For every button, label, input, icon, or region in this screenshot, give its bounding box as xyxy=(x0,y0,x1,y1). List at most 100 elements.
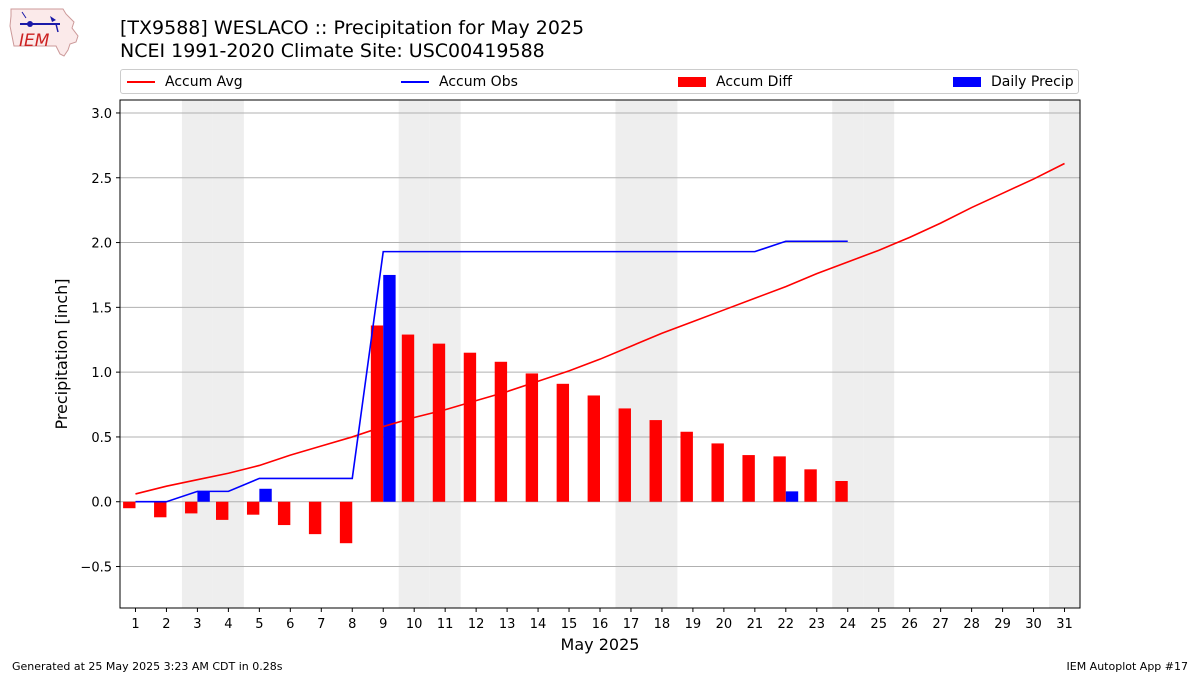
x-tick-label-23: 23 xyxy=(809,617,826,632)
legend-swatch-accum-avg xyxy=(127,81,155,83)
x-tick-label-26: 26 xyxy=(901,617,918,632)
legend-item-accum-obs: Accum Obs xyxy=(401,73,518,91)
accum-diff-bar-day-16 xyxy=(587,395,600,502)
legend-label-accum-avg: Accum Avg xyxy=(165,74,243,90)
accum-diff-bar-day-21 xyxy=(742,455,755,502)
accum-diff-bar-day-15 xyxy=(556,383,570,502)
x-tick-label-10: 10 xyxy=(406,617,423,632)
x-tick-label-25: 25 xyxy=(870,617,887,632)
accum-diff-bar-day-3 xyxy=(185,501,198,514)
weekend-shade-day-3 xyxy=(181,100,213,608)
accum-diff-bar-day-4 xyxy=(216,501,229,520)
accum-diff-bar-day-20 xyxy=(711,443,724,502)
weekend-shade-day-18 xyxy=(646,100,678,608)
x-tick-label-1: 1 xyxy=(131,617,139,632)
accum-diff-bar-day-22 xyxy=(773,456,786,502)
x-tick-label-18: 18 xyxy=(654,617,671,632)
daily-precip-bar-day-3 xyxy=(197,491,210,502)
x-tick-label-30: 30 xyxy=(1025,617,1042,632)
chart-legend: Accum Avg Accum Obs Accum Diff Daily Pre… xyxy=(120,69,1079,94)
legend-item-daily-precip: Daily Precip xyxy=(953,73,1074,91)
weekend-shade-day-4 xyxy=(212,100,244,608)
x-tick-label-3: 3 xyxy=(193,617,201,632)
accum-diff-bar-day-10 xyxy=(401,334,415,502)
y-tick-label-6: 2.5 xyxy=(91,172,112,187)
daily-precip-bar-day-5 xyxy=(259,488,272,502)
x-tick-label-2: 2 xyxy=(162,617,170,632)
y-tick-label-3: 1.0 xyxy=(91,366,112,381)
chart-subtitle: NCEI 1991-2020 Climate Site: USC00419588 xyxy=(120,40,545,62)
accum-diff-bar-day-7 xyxy=(308,501,322,535)
accum-diff-bar-day-18 xyxy=(649,420,662,502)
x-axis-label: May 2025 xyxy=(561,635,640,654)
x-tick-label-8: 8 xyxy=(348,617,356,632)
y-tick-label-1: 0.0 xyxy=(91,496,112,511)
accum-diff-bar-day-1 xyxy=(123,501,136,509)
y-tick-label-7: 3.0 xyxy=(91,107,112,122)
legend-swatch-accum-diff xyxy=(678,77,706,87)
footer-app: IEM Autoplot App #17 xyxy=(1066,660,1189,673)
x-tick-label-6: 6 xyxy=(286,617,294,632)
accum-diff-bar-day-19 xyxy=(680,431,693,502)
weekend-shade-day-17 xyxy=(615,100,647,608)
x-tick-label-15: 15 xyxy=(561,617,578,632)
daily-precip-bar-day-9 xyxy=(383,274,396,502)
x-tick-label-5: 5 xyxy=(255,617,263,632)
legend-item-accum-avg: Accum Avg xyxy=(127,73,243,91)
x-tick-label-16: 16 xyxy=(592,617,609,632)
y-tick-label-2: 0.5 xyxy=(91,431,112,446)
x-tick-label-9: 9 xyxy=(379,617,387,632)
x-tick-label-17: 17 xyxy=(623,617,640,632)
x-tick-label-29: 29 xyxy=(994,617,1011,632)
y-tick-label-5: 2.0 xyxy=(91,237,112,252)
x-tick-label-28: 28 xyxy=(963,617,980,632)
accum-diff-bar-day-6 xyxy=(277,501,291,526)
line-series xyxy=(135,162,1065,503)
x-tick-label-11: 11 xyxy=(437,617,454,632)
x-tick-label-27: 27 xyxy=(932,617,949,632)
x-tick-label-22: 22 xyxy=(778,617,795,632)
y-axis-label: Precipitation [inch] xyxy=(52,278,71,429)
accum-diff-bar-day-9 xyxy=(370,325,384,502)
daily-precip-bar-day-22 xyxy=(785,491,799,502)
iem-logo: IEM xyxy=(9,8,79,57)
accum-diff-bar-day-17 xyxy=(618,408,631,502)
accum-diff-bar-day-13 xyxy=(494,361,508,502)
logo-text: IEM xyxy=(19,31,50,51)
y-tick-label-0: −0.5 xyxy=(80,561,112,576)
weekend-shade-day-24 xyxy=(832,100,864,608)
accum-diff-bar-day-5 xyxy=(246,501,260,515)
chart-title: [TX9588] WESLACO :: Precipitation for Ma… xyxy=(120,17,585,39)
legend-label-daily-precip: Daily Precip xyxy=(991,74,1074,90)
weekend-shade-day-25 xyxy=(863,100,895,608)
y-tick-label-4: 1.5 xyxy=(91,301,112,316)
accum-diff-bar-day-14 xyxy=(525,373,539,502)
accum-diff-bar-day-11 xyxy=(432,343,446,502)
legend-label-accum-obs: Accum Obs xyxy=(439,74,518,90)
grid-lines xyxy=(120,112,1080,568)
x-tick-label-19: 19 xyxy=(685,617,702,632)
legend-item-accum-diff: Accum Diff xyxy=(678,73,792,91)
accum-diff-bar-day-24 xyxy=(835,481,848,502)
accum-diff-bar-day-2 xyxy=(154,501,167,518)
axis-ticks: 1 2 3 4 5 6 7 8 9 10 11 12 13 14 15 16 17 18 19 20 21 22 23 24 2… xyxy=(80,107,1072,632)
accum-avg-line xyxy=(135,162,1065,495)
footer-generated: Generated at 25 May 2025 3:23 AM CDT in … xyxy=(12,660,283,673)
legend-label-accum-diff: Accum Diff xyxy=(716,74,793,90)
legend-swatch-daily-precip xyxy=(953,77,981,87)
x-tick-label-24: 24 xyxy=(839,617,856,632)
legend-swatch-accum-obs xyxy=(401,81,429,83)
accum-diff-bar-day-8 xyxy=(339,501,353,544)
bar-series xyxy=(123,274,848,544)
x-tick-label-14: 14 xyxy=(530,617,547,632)
accum-diff-bar-day-23 xyxy=(804,469,817,502)
x-tick-label-21: 21 xyxy=(747,617,764,632)
x-tick-label-4: 4 xyxy=(224,617,232,632)
weekend-shade-day-31 xyxy=(1049,100,1080,608)
x-tick-label-20: 20 xyxy=(716,617,733,632)
plot-frame xyxy=(119,99,1081,609)
accum-diff-bar-day-12 xyxy=(463,352,477,502)
x-tick-label-31: 31 xyxy=(1056,617,1073,632)
x-tick-label-13: 13 xyxy=(499,617,516,632)
